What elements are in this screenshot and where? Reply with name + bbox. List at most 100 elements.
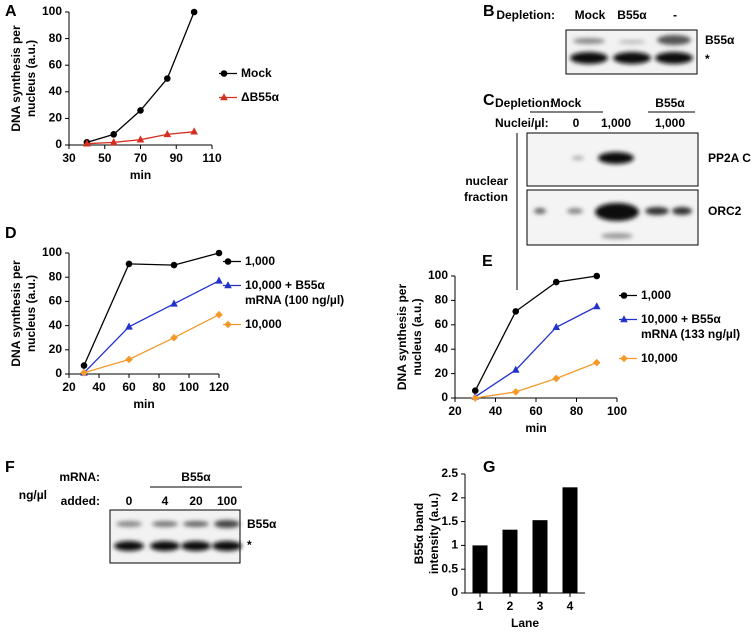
band-label: B55α xyxy=(705,33,735,47)
x-tick-label: 4 xyxy=(567,599,574,613)
marker xyxy=(164,75,171,82)
bar xyxy=(532,520,548,593)
y-tick-label: 1.5 xyxy=(441,514,458,528)
band-label: ORC2 xyxy=(708,204,742,218)
legend-label: 10,000 + B55α mRNA (100 ng/µl) xyxy=(245,278,345,307)
legend-label: 1,000 xyxy=(245,254,276,268)
y-tick-label: 0.5 xyxy=(441,561,458,575)
legend-symbol xyxy=(219,93,237,101)
legend-label: 10,000 + B55α mRNA (133 ng/µl) xyxy=(641,312,741,341)
series-line xyxy=(474,275,597,391)
y-tick-label: 40 xyxy=(49,318,63,332)
series-line xyxy=(474,305,598,398)
blot-header: Nuclei/µl: xyxy=(495,116,549,130)
marker xyxy=(592,302,601,310)
x-tick-label: 110 xyxy=(202,151,222,165)
y-tick-label: 20 xyxy=(49,342,63,356)
lane-label: B55α xyxy=(617,8,647,22)
x-tick-label: 3 xyxy=(537,599,544,613)
x-axis-label: min xyxy=(133,397,154,411)
panel-letter: D xyxy=(5,225,17,242)
panel-letter: F xyxy=(5,459,15,476)
blot xyxy=(565,29,698,75)
marker xyxy=(620,292,628,299)
x-tick-label: 40 xyxy=(489,404,503,418)
legend: 1,000 10,000 + B55α mRNA (100 ng/µl) 10,00… xyxy=(222,254,357,332)
bar xyxy=(502,529,518,593)
marker xyxy=(215,276,223,284)
y-tick-label: 80 xyxy=(49,269,63,283)
legend-label: 10,000 xyxy=(641,351,678,365)
legend-item: 10,000 + B55α mRNA (100 ng/µl) xyxy=(222,278,357,308)
x-tick-label: 40 xyxy=(92,380,106,394)
series-line xyxy=(83,280,220,374)
lane-label: 4 xyxy=(162,494,169,508)
series-line xyxy=(86,11,195,143)
legend-symbol xyxy=(619,292,637,299)
band-label: * xyxy=(247,538,252,552)
marker xyxy=(511,365,520,373)
blot-header: mRNA: xyxy=(59,470,100,484)
x-tick-label: 60 xyxy=(529,404,543,418)
lane-label: 100 xyxy=(217,494,237,508)
marker xyxy=(215,249,223,257)
y-tick-label: 20 xyxy=(435,366,449,380)
y-axis-label: nucleus (a.u.) xyxy=(410,298,424,375)
marker xyxy=(125,355,133,364)
marker xyxy=(163,130,172,138)
blot-header: Depletion: xyxy=(496,8,555,22)
y-tick-label: 60 xyxy=(49,57,63,71)
bar xyxy=(562,487,578,593)
y-tick-label: 40 xyxy=(435,341,449,355)
marker xyxy=(109,138,118,146)
x-tick-label: 1 xyxy=(477,599,484,613)
marker xyxy=(170,299,178,307)
lane-label: 0 xyxy=(573,116,580,130)
blot-header: ng/µl xyxy=(19,488,47,502)
x-axis-label: min xyxy=(525,421,546,435)
marker xyxy=(125,260,133,268)
y-axis-label: DNA synthesis per xyxy=(9,260,23,367)
y-axis-label: B55α band xyxy=(412,503,426,564)
blot-header: Depletion: xyxy=(495,96,554,110)
y-axis-label: intensity (a.u.) xyxy=(427,493,441,574)
x-tick-label: 80 xyxy=(570,404,584,418)
y-tick-label: 100 xyxy=(42,245,62,259)
x-tick-label: 120 xyxy=(209,380,229,394)
marker xyxy=(593,272,601,280)
x-tick-label: 100 xyxy=(607,404,627,418)
marker xyxy=(552,322,561,331)
marker xyxy=(552,374,561,383)
y-axis-label: nucleus (a.u.) xyxy=(24,40,38,117)
y-axis-label: nucleus (a.u.) xyxy=(24,275,38,352)
x-axis-label: min xyxy=(130,168,151,182)
marker xyxy=(80,368,88,377)
x-tick-label: 70 xyxy=(134,151,148,165)
band-label: PP2A C xyxy=(708,151,751,165)
y-tick-label: 60 xyxy=(435,317,449,331)
x-axis-label: Lane xyxy=(511,616,539,630)
legend-label: 1,000 xyxy=(641,288,672,302)
lane-label: 1,000 xyxy=(601,116,631,130)
legend-item: 1,000 xyxy=(618,288,753,303)
lane-label: 20 xyxy=(189,494,203,508)
legend-item: 1,000 xyxy=(222,254,357,269)
marker xyxy=(224,281,232,289)
legend-item: 10,000 xyxy=(222,317,357,332)
fraction-label: fraction xyxy=(464,190,508,204)
marker xyxy=(80,362,88,369)
marker xyxy=(592,358,601,367)
marker xyxy=(83,139,91,147)
fraction-label: nuclear xyxy=(465,174,508,188)
y-tick-label: 0 xyxy=(55,137,62,151)
legend-item: 10,000 xyxy=(618,351,753,366)
bar xyxy=(472,545,488,593)
legend-symbol xyxy=(223,281,241,289)
marker xyxy=(220,70,228,77)
legend-symbol xyxy=(619,315,637,323)
legend: Mock ΔB55α xyxy=(218,66,279,105)
lane-label: Mock xyxy=(575,8,606,22)
y-tick-label: 1 xyxy=(451,538,458,552)
